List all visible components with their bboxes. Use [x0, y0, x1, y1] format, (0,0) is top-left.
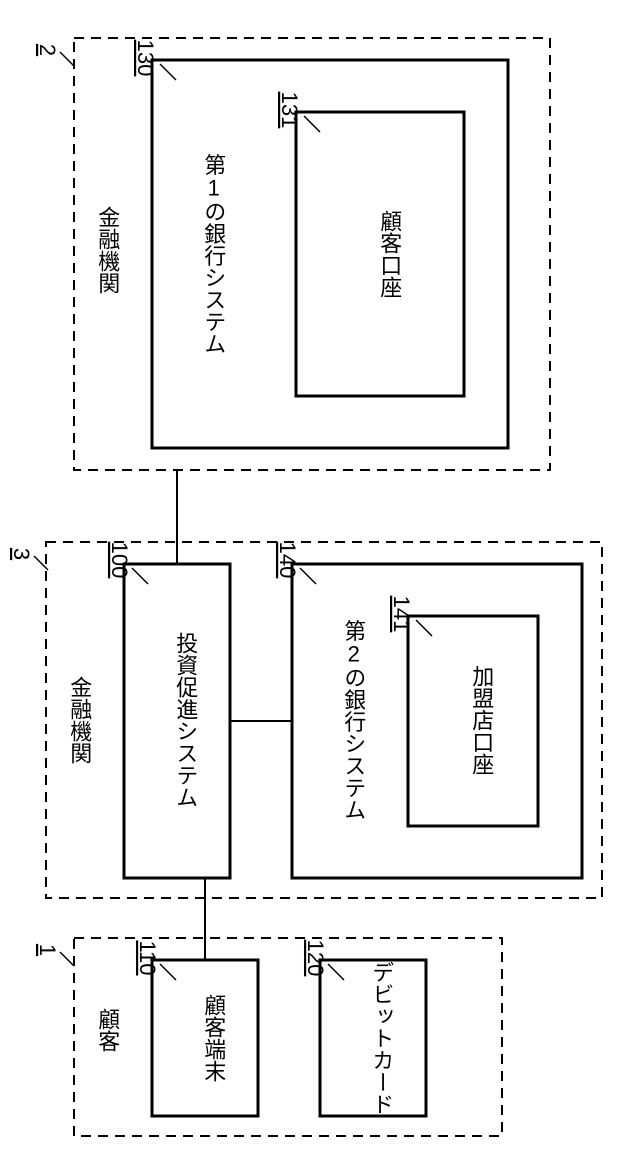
block-ref-bank1_system: 130: [133, 40, 158, 77]
block-label-debit_card: デビットカード: [369, 961, 394, 1115]
block-label-merchant_account: 加盟店口座: [469, 665, 494, 775]
group-ref-fin_inst_2: 2: [35, 44, 60, 56]
group-ref-customer: 1: [35, 944, 60, 956]
group-title-customer: 顧客: [95, 1008, 120, 1052]
block-label-customer_account: 顧客口座: [377, 210, 402, 298]
group-ref-fin_inst_3: 3: [9, 548, 34, 560]
block-ref-invest_system: 100: [107, 542, 132, 579]
block-label-bank1_system: 第1の銀行システム: [201, 154, 226, 355]
group-title-fin_inst_2: 金融機関: [95, 206, 120, 294]
block-label-terminal: 顧客端末: [201, 994, 226, 1082]
block-label-invest_system: 投資促進システム: [173, 632, 198, 808]
block-ref-customer_account: 131: [277, 92, 302, 129]
block-ref-terminal: 110: [135, 940, 160, 975]
block-ref-debit_card: 120: [303, 940, 328, 977]
block-label-bank2_system: 第2の銀行システム: [341, 620, 366, 821]
group-title-fin_inst_3: 金融機関: [67, 676, 92, 764]
block-ref-bank2_system: 140: [275, 542, 300, 579]
block-ref-merchant_account: 141: [389, 596, 414, 633]
